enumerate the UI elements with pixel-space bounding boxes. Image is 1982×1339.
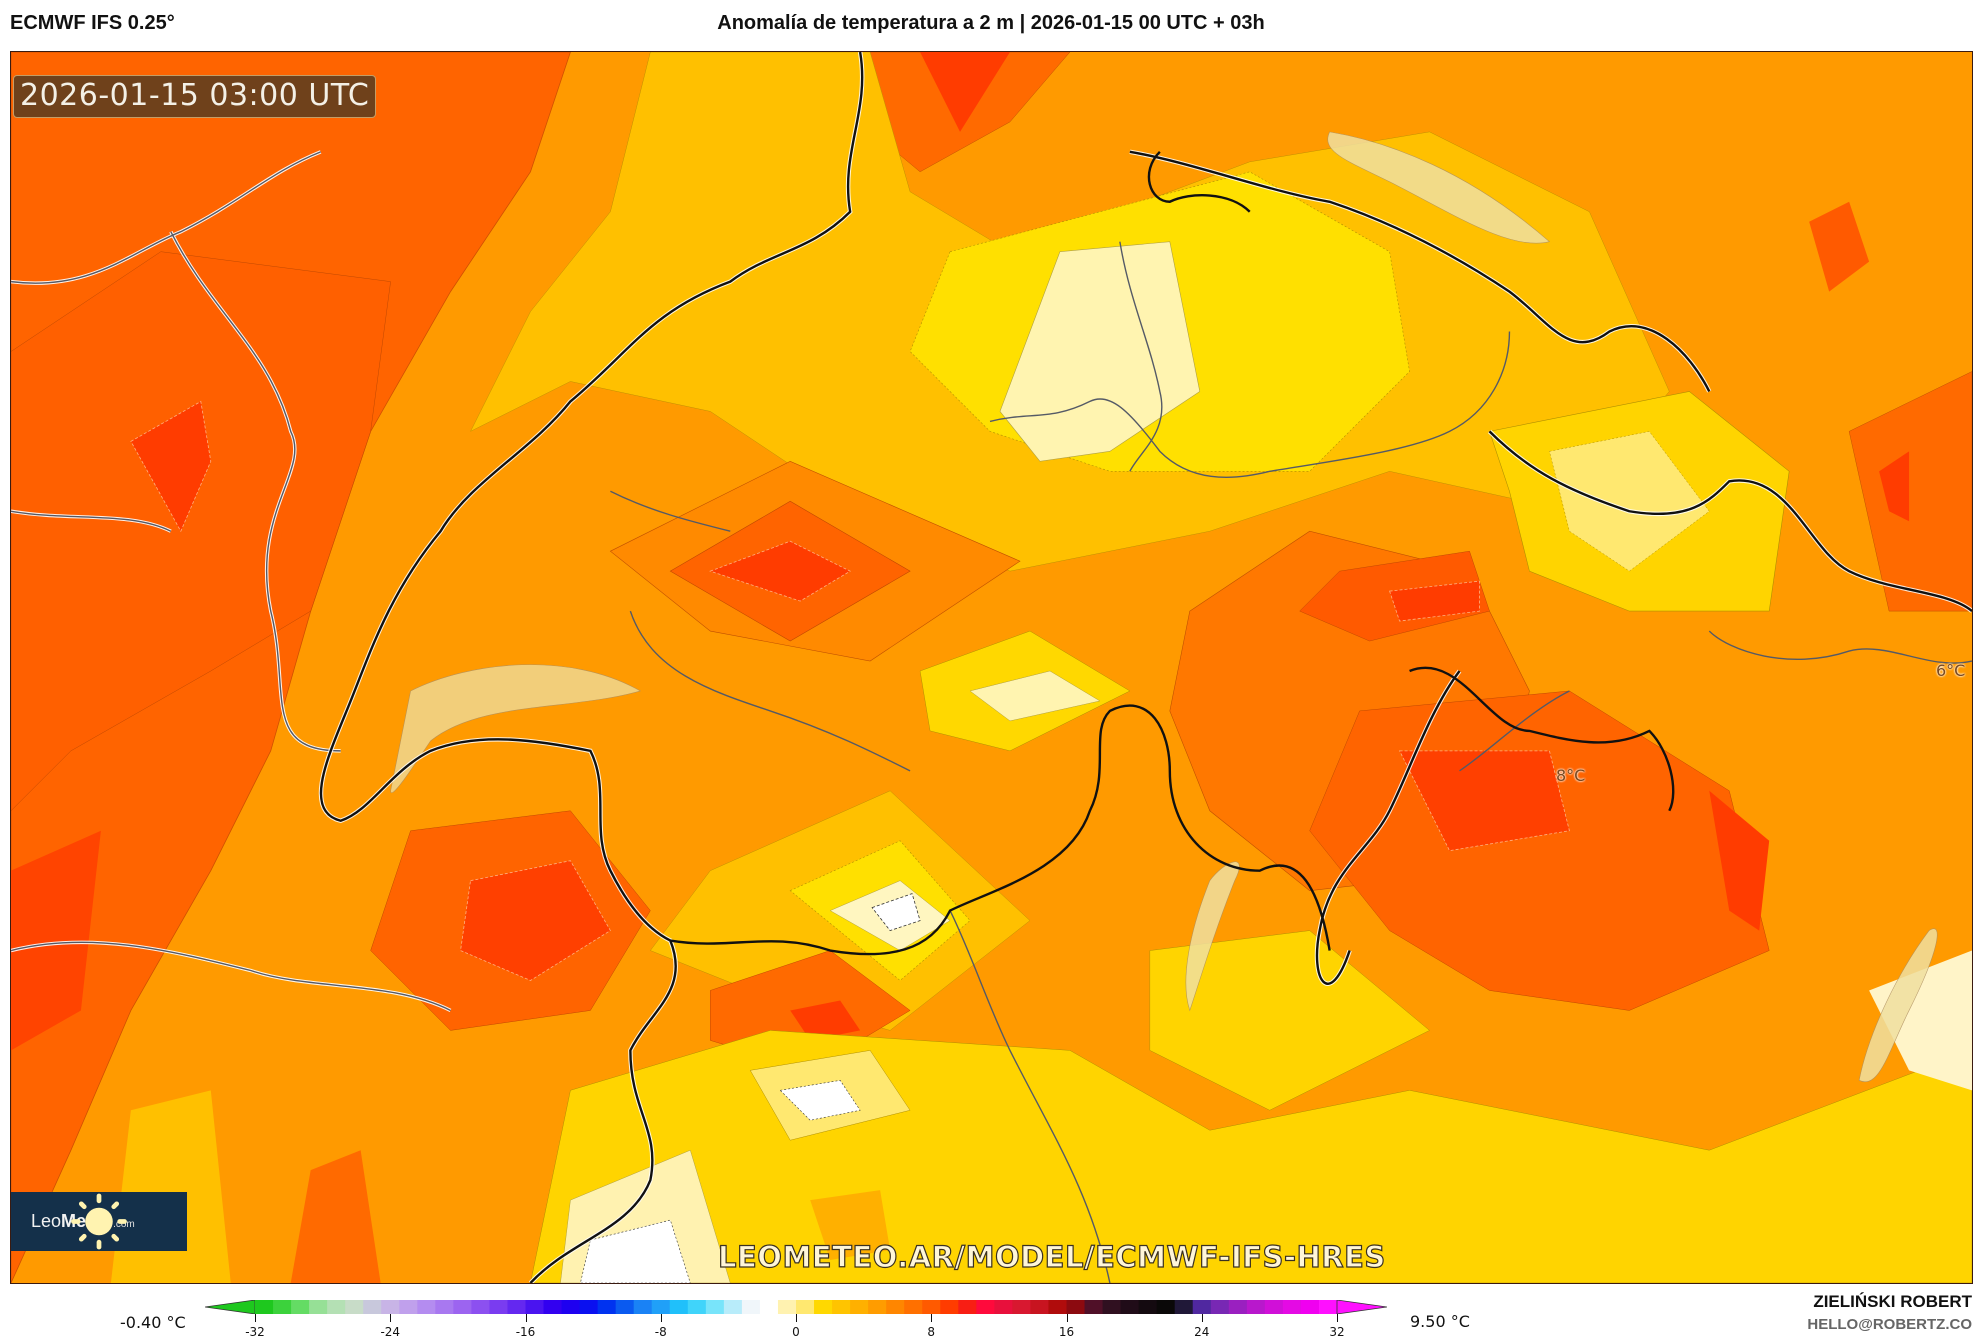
colorbar-tick-label: 0 bbox=[792, 1325, 800, 1339]
colorbar-tick bbox=[660, 1314, 662, 1322]
author-name: ZIELIŃSKI ROBERT bbox=[1813, 1292, 1972, 1311]
valid-time-badge: 2026-01-15 03:00 UTC bbox=[13, 75, 377, 118]
colorbar-tick bbox=[1337, 1314, 1338, 1322]
colorbar-ticks: -32 -24 -16 -8 0 8 16 24 32 bbox=[0, 1314, 1982, 1339]
colorbar-tick-label: 16 bbox=[1058, 1325, 1075, 1339]
colorbar-tick-label: -16 bbox=[515, 1325, 536, 1339]
contour-label: 8°C bbox=[1556, 766, 1586, 785]
contour-label: 6°C bbox=[1936, 661, 1966, 680]
colorbar-max-value: 9.50 °C bbox=[1410, 1312, 1470, 1331]
colorbar-tick-label: 32 bbox=[1329, 1325, 1345, 1339]
author-email[interactable]: HELLO@ROBERTZ.CO bbox=[1807, 1316, 1972, 1333]
model-name: ECMWF IFS 0.25° bbox=[10, 12, 175, 34]
logo-text-com: .com bbox=[113, 1219, 135, 1230]
colorbar-tick bbox=[1201, 1314, 1203, 1322]
colorbar-tick bbox=[931, 1314, 933, 1322]
map-contours bbox=[11, 52, 1972, 1283]
chart-title: Anomalía de temperatura a 2 m | 2026-01-… bbox=[717, 12, 1265, 34]
colorbar-min-value: -0.40 °C bbox=[120, 1313, 186, 1332]
colorbar bbox=[205, 1300, 1387, 1314]
leometeo-logo[interactable]: LeoMeteo.com bbox=[11, 1192, 187, 1251]
colorbar-tick-label: -24 bbox=[380, 1325, 401, 1339]
logo-text-leo: Leo bbox=[31, 1211, 62, 1231]
colorbar-tick-label: -8 bbox=[654, 1325, 667, 1339]
sun-icon bbox=[71, 1193, 127, 1250]
colorbar-tick bbox=[1066, 1314, 1068, 1322]
colorbar-tick bbox=[255, 1314, 256, 1322]
colorbar-tick-label: 8 bbox=[927, 1325, 936, 1339]
temperature-anomaly-map[interactable]: 2026-01-15 03:00 UTC 6°C 8°C LeoMeteo.co… bbox=[10, 51, 1973, 1284]
colorbar-tick bbox=[796, 1314, 797, 1322]
colorbar-tick bbox=[525, 1314, 527, 1322]
colorbar-tick bbox=[390, 1314, 392, 1322]
colorbar-tick-label: 24 bbox=[1194, 1325, 1210, 1339]
colorbar-tick-label: -32 bbox=[245, 1325, 265, 1339]
source-watermark: LEOMETEO.AR/MODEL/ECMWF-IFS-HRES bbox=[717, 1239, 1386, 1274]
